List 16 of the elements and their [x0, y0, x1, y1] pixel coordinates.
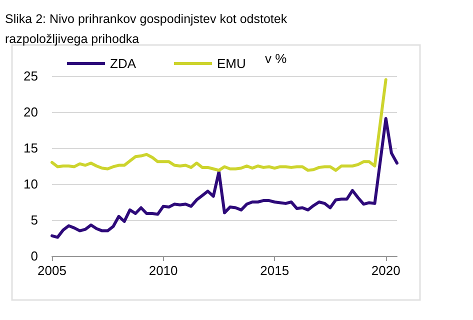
y-tick-label: 25 [24, 68, 38, 84]
line-series [50, 78, 388, 172]
x-tick-label: 2005 [38, 263, 66, 278]
y-tick-label: 5 [30, 212, 38, 228]
line-series [50, 116, 398, 239]
text: v % [265, 51, 288, 66]
legend-label: EMU [217, 56, 246, 71]
y-tick-label: 20 [24, 104, 38, 120]
y-tick-label: 0 [30, 248, 38, 264]
x-tick-label: 2010 [148, 263, 178, 278]
chart-title: Slika 2: Nivo prihrankov gospodinjstev kot odstotek razpoložljivega prihodka [5, 12, 288, 46]
x-tick-label: 2015 [260, 263, 290, 278]
x-tick-label: 2020 [371, 263, 400, 278]
y-tick-label: 10 [24, 176, 38, 192]
legend-label: ZDA [110, 56, 136, 71]
y-tick-label: 15 [24, 140, 38, 156]
